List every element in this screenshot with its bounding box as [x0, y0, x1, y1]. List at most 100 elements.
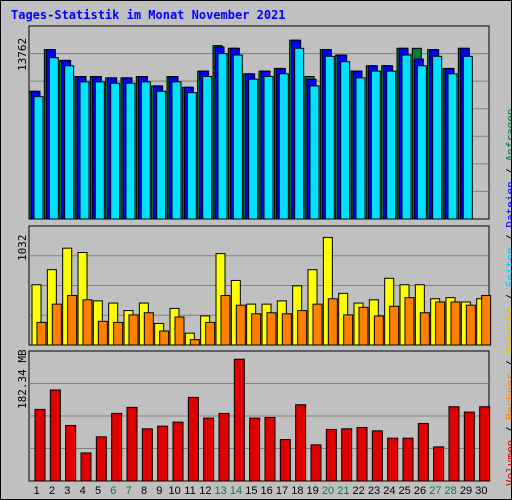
day-label-25: 25 — [399, 485, 411, 497]
bar-volumen-day-1 — [34, 408, 46, 482]
bar-volumen-day-18 — [295, 404, 307, 482]
bar-rechner-day-1 — [36, 321, 47, 346]
day-label-20: 20 — [322, 485, 334, 497]
bar-seiten-day-7 — [125, 82, 136, 220]
day-label-4: 4 — [80, 485, 86, 497]
bar-seiten-day-21 — [340, 61, 351, 220]
day-label-18: 18 — [291, 485, 303, 497]
legend-item-seiten: Seiten — [504, 247, 512, 288]
day-label-23: 23 — [368, 485, 380, 497]
chart-title: Tages-Statistik im Monat November 2021 — [11, 8, 286, 22]
bar-rechner-day-16 — [266, 312, 277, 346]
day-label-8: 8 — [141, 485, 147, 497]
bar-rechner-day-29 — [465, 304, 476, 346]
bar-seiten-day-18 — [294, 47, 305, 220]
bar-rechner-day-3 — [67, 295, 78, 346]
day-label-28: 28 — [445, 485, 457, 497]
bar-rechner-day-14 — [235, 304, 246, 346]
legend-separator: / — [504, 354, 511, 374]
bar-volumen-day-16 — [264, 416, 276, 482]
bar-volumen-day-26 — [417, 422, 429, 482]
day-label-30: 30 — [475, 485, 487, 497]
day-label-15: 15 — [245, 485, 257, 497]
bar-seiten-day-13 — [217, 53, 228, 220]
bar-rechner-day-20 — [327, 298, 338, 346]
bar-seiten-day-15 — [248, 78, 259, 220]
bar-rechner-day-26 — [419, 312, 430, 346]
bar-volumen-day-30 — [479, 406, 491, 482]
bar-volumen-day-13 — [218, 412, 230, 482]
day-label-17: 17 — [276, 485, 288, 497]
bar-rechner-day-18 — [297, 310, 308, 346]
bar-rechner-day-13 — [220, 295, 231, 346]
bar-volumen-day-12 — [203, 417, 215, 482]
bar-seiten-day-26 — [416, 65, 427, 220]
day-label-12: 12 — [199, 485, 211, 497]
bar-rechner-day-10 — [174, 316, 185, 346]
bar-seiten-day-3 — [64, 65, 75, 220]
bar-volumen-day-6 — [111, 412, 123, 482]
legend-item-besuche: Besuche — [504, 307, 512, 354]
bar-rechner-day-8 — [143, 312, 154, 346]
bar-seiten-day-5 — [94, 81, 105, 220]
bar-volumen-day-3 — [65, 424, 77, 482]
day-label-26: 26 — [414, 485, 426, 497]
bar-rechner-day-30 — [481, 295, 492, 346]
legend-item-volumen: Volumen — [504, 439, 512, 486]
legend: Volumen / Rechner / Besuche / Seiten / D… — [504, 108, 512, 486]
bar-rechner-day-15 — [251, 313, 262, 346]
bar-seiten-day-28 — [447, 73, 458, 220]
bar-volumen-day-23 — [371, 430, 383, 482]
bar-seiten-day-23 — [370, 70, 381, 220]
bar-rechner-day-27 — [435, 301, 446, 346]
bar-rechner-day-19 — [312, 303, 323, 346]
bar-volumen-day-19 — [310, 444, 322, 482]
legend-item-anfragen: Anfragen — [504, 108, 512, 162]
bar-rechner-day-28 — [450, 301, 461, 346]
bar-seiten-day-17 — [278, 73, 289, 220]
day-label-10: 10 — [169, 485, 181, 497]
panel-top-max-label: 13762 — [16, 37, 29, 71]
bar-volumen-day-25 — [402, 437, 414, 482]
day-label-16: 16 — [261, 485, 273, 497]
bar-seiten-day-25 — [401, 54, 412, 220]
legend-separator: / — [504, 287, 511, 307]
bar-rechner-day-11 — [189, 339, 200, 346]
bar-seiten-day-8 — [140, 81, 151, 220]
bar-rechner-day-6 — [113, 321, 124, 346]
bar-volumen-day-15 — [249, 417, 261, 482]
day-label-2: 2 — [49, 485, 55, 497]
bar-seiten-day-22 — [355, 77, 366, 220]
bar-volumen-day-5 — [95, 436, 107, 482]
bar-rechner-day-2 — [51, 303, 62, 346]
bar-rechner-day-12 — [205, 321, 216, 346]
day-label-11: 11 — [184, 485, 195, 497]
bar-seiten-day-1 — [33, 96, 44, 220]
panel-mid-max-label: 1032 — [16, 234, 29, 262]
bar-volumen-day-28 — [448, 406, 460, 482]
panel-bottom-max-label: 182.34 MB — [16, 349, 29, 409]
day-label-29: 29 — [460, 485, 472, 497]
bar-volumen-day-17 — [279, 439, 291, 482]
day-label-13: 13 — [215, 485, 227, 497]
day-label-14: 14 — [230, 485, 242, 497]
bar-volumen-day-27 — [433, 446, 445, 482]
bar-seiten-day-27 — [432, 55, 443, 220]
bar-rechner-day-21 — [343, 314, 354, 346]
bar-seiten-day-12 — [202, 76, 213, 220]
bar-volumen-day-8 — [141, 428, 153, 482]
bar-volumen-day-9 — [157, 425, 169, 482]
bar-volumen-day-14 — [233, 358, 245, 482]
bar-rechner-day-4 — [82, 299, 93, 346]
bar-rechner-day-23 — [373, 315, 384, 346]
bar-seiten-day-2 — [48, 57, 59, 220]
bar-seiten-day-4 — [79, 81, 90, 220]
bar-volumen-day-21 — [341, 428, 353, 482]
bar-rechner-day-17 — [281, 313, 292, 346]
bar-rechner-day-7 — [128, 314, 139, 346]
legend-item-dateien: Dateien — [504, 181, 512, 228]
bar-seiten-day-9 — [156, 90, 167, 220]
day-label-3: 3 — [64, 485, 70, 497]
bar-volumen-day-22 — [356, 426, 368, 482]
bar-seiten-day-19 — [309, 85, 320, 220]
